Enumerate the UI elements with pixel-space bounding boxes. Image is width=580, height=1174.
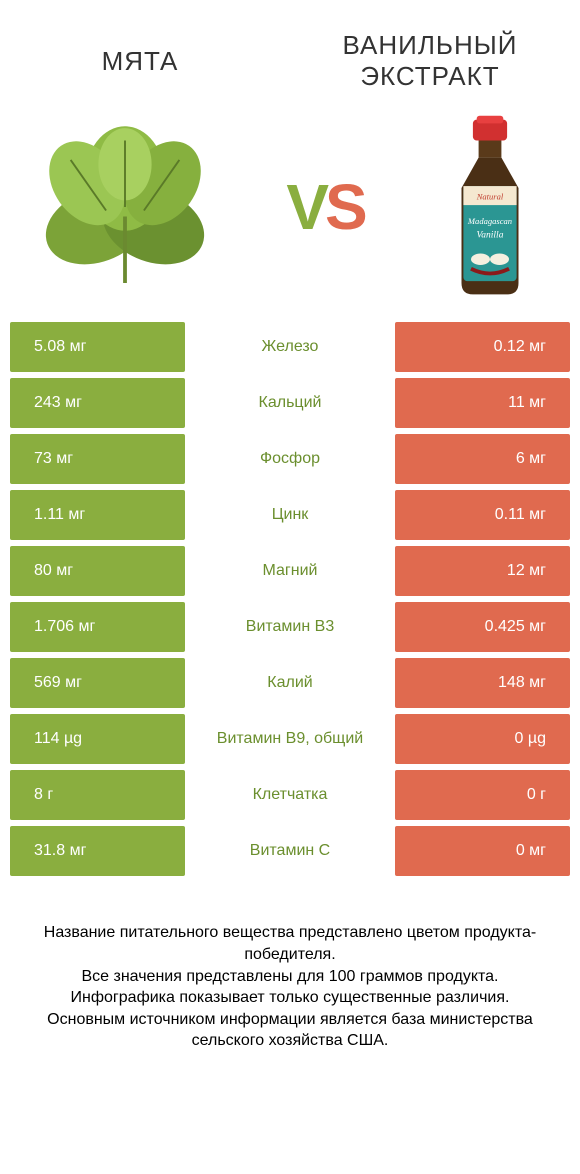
footer-notes: Название питательного вещества представл… <box>0 882 580 1072</box>
value-right: 0.11 мг <box>395 490 570 540</box>
value-left: 114 µg <box>10 714 185 764</box>
footer-line1: Название питательного вещества представл… <box>20 922 560 965</box>
vs-s: S <box>325 171 364 243</box>
svg-text:Vanilla: Vanilla <box>477 231 504 241</box>
value-left: 243 мг <box>10 378 185 428</box>
table-row: 1.706 мгВитамин B30.425 мг <box>10 602 570 652</box>
nutrient-label: Витамин B3 <box>185 602 395 652</box>
footer-line2: Все значения представлены для 100 граммо… <box>20 966 560 988</box>
value-right: 0 мг <box>395 826 570 876</box>
header: МЯТА ВАНИЛЬНЫЙ ЭКСТРАКТ <box>0 0 580 102</box>
svg-text:Natural: Natural <box>476 192 504 202</box>
table-row: 5.08 мгЖелезо0.12 мг <box>10 322 570 372</box>
table-row: 80 мгМагний12 мг <box>10 546 570 596</box>
nutrient-label: Цинк <box>185 490 395 540</box>
value-left: 80 мг <box>10 546 185 596</box>
value-right: 0 г <box>395 770 570 820</box>
table-row: 73 мгФосфор6 мг <box>10 434 570 484</box>
footer-line3: Инфографика показывает только существенн… <box>20 987 560 1009</box>
table-row: 8 гКлетчатка0 г <box>10 770 570 820</box>
value-right: 0.12 мг <box>395 322 570 372</box>
table-row: 31.8 мгВитамин C0 мг <box>10 826 570 876</box>
nutrient-label: Магний <box>185 546 395 596</box>
nutrient-label: Витамин C <box>185 826 395 876</box>
value-right: 148 мг <box>395 658 570 708</box>
value-right: 0 µg <box>395 714 570 764</box>
title-vanilla-line2: ЭКСТРАКТ <box>360 61 499 91</box>
value-left: 1.11 мг <box>10 490 185 540</box>
value-left: 1.706 мг <box>10 602 185 652</box>
value-right: 0.425 мг <box>395 602 570 652</box>
comparison-table: 5.08 мгЖелезо0.12 мг 243 мгКальций11 мг 73… <box>0 322 580 876</box>
nutrient-label: Фосфор <box>185 434 395 484</box>
nutrient-label: Калий <box>185 658 395 708</box>
title-mint: МЯТА <box>40 46 240 77</box>
value-left: 569 мг <box>10 658 185 708</box>
title-vanilla-line1: ВАНИЛЬНЫЙ <box>343 30 518 60</box>
value-right: 6 мг <box>395 434 570 484</box>
nutrient-label: Железо <box>185 322 395 372</box>
value-left: 31.8 мг <box>10 826 185 876</box>
footer-line4: Основным источником информации является … <box>20 1009 560 1052</box>
vs-label: VS <box>286 170 363 244</box>
mint-icon <box>30 112 220 302</box>
value-right: 12 мг <box>395 546 570 596</box>
value-left: 5.08 мг <box>10 322 185 372</box>
table-row: 243 мгКальций11 мг <box>10 378 570 428</box>
value-right: 11 мг <box>395 378 570 428</box>
nutrient-label: Клетчатка <box>185 770 395 820</box>
vanilla-bottle-icon: Natural Madagascan Vanilla <box>430 112 550 302</box>
value-left: 73 мг <box>10 434 185 484</box>
value-left: 8 г <box>10 770 185 820</box>
table-row: 1.11 мгЦинк0.11 мг <box>10 490 570 540</box>
table-row: 569 мгКалий148 мг <box>10 658 570 708</box>
vs-v: V <box>286 171 325 243</box>
table-row: 114 µgВитамин B9, общий0 µg <box>10 714 570 764</box>
svg-text:Madagascan: Madagascan <box>467 216 512 226</box>
nutrient-label: Кальций <box>185 378 395 428</box>
nutrient-label: Витамин B9, общий <box>185 714 395 764</box>
images-row: VS Natural Madagascan Vanilla <box>0 102 580 322</box>
title-vanilla: ВАНИЛЬНЫЙ ЭКСТРАКТ <box>320 30 540 92</box>
